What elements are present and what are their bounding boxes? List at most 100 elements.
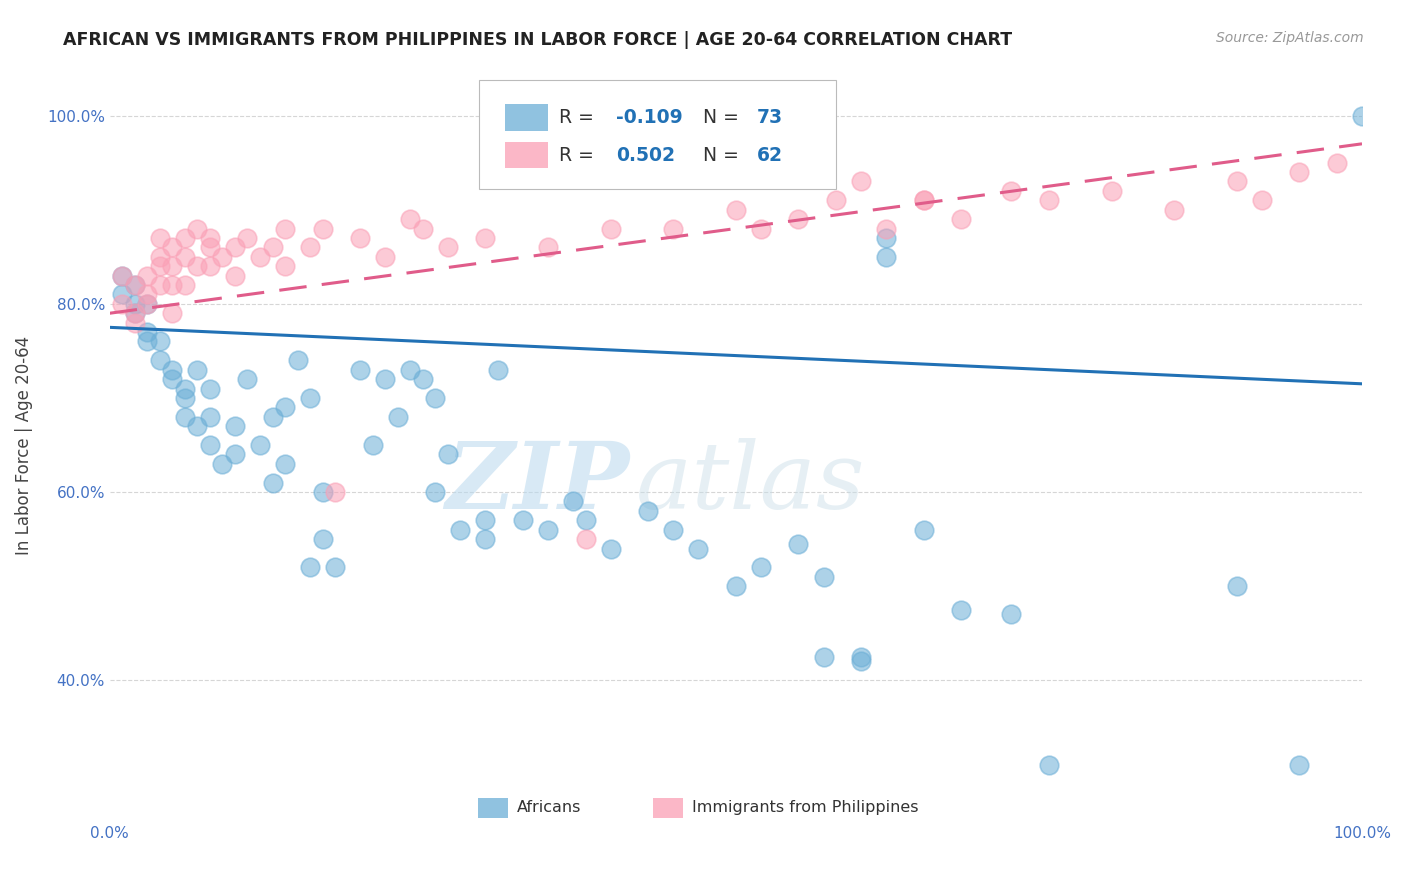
Text: AFRICAN VS IMMIGRANTS FROM PHILIPPINES IN LABOR FORCE | AGE 20-64 CORRELATION CH: AFRICAN VS IMMIGRANTS FROM PHILIPPINES I…	[63, 31, 1012, 49]
Point	[224, 419, 246, 434]
Point	[124, 306, 146, 320]
Point	[425, 485, 447, 500]
Point	[262, 240, 284, 254]
Point	[849, 174, 872, 188]
Point	[186, 221, 208, 235]
Point	[162, 372, 184, 386]
Point	[349, 231, 371, 245]
Point	[849, 649, 872, 664]
Point	[162, 277, 184, 292]
Point	[787, 212, 810, 227]
Point	[211, 457, 233, 471]
Point	[173, 277, 195, 292]
Text: N =: N =	[703, 108, 745, 127]
Point	[399, 362, 422, 376]
Point	[1288, 165, 1310, 179]
Point	[299, 240, 322, 254]
Point	[173, 382, 195, 396]
Point	[813, 649, 835, 664]
Point	[1326, 155, 1348, 169]
Point	[1351, 109, 1374, 123]
Point	[1163, 202, 1185, 217]
Point	[198, 409, 221, 424]
Point	[474, 231, 496, 245]
Point	[437, 240, 460, 254]
Point	[875, 231, 897, 245]
Point	[124, 277, 146, 292]
Point	[1038, 758, 1060, 772]
Point	[162, 240, 184, 254]
FancyBboxPatch shape	[479, 79, 837, 189]
Text: Immigrants from Philippines: Immigrants from Philippines	[692, 800, 918, 815]
Text: 0.502: 0.502	[616, 145, 675, 165]
FancyBboxPatch shape	[506, 142, 548, 169]
Point	[287, 353, 309, 368]
Point	[787, 537, 810, 551]
Point	[111, 297, 134, 311]
Text: R =: R =	[560, 108, 600, 127]
Point	[537, 240, 560, 254]
Point	[1226, 579, 1249, 593]
Point	[124, 306, 146, 320]
Point	[136, 268, 159, 283]
Point	[262, 475, 284, 490]
Point	[1101, 184, 1123, 198]
Point	[575, 532, 598, 546]
Point	[198, 231, 221, 245]
Point	[825, 194, 848, 208]
Point	[198, 259, 221, 273]
Point	[688, 541, 710, 556]
Point	[575, 513, 598, 527]
Point	[124, 316, 146, 330]
FancyBboxPatch shape	[506, 104, 548, 130]
Point	[512, 513, 534, 527]
Point	[198, 438, 221, 452]
Text: 62: 62	[758, 145, 783, 165]
Point	[1000, 184, 1022, 198]
Point	[198, 240, 221, 254]
Point	[249, 250, 271, 264]
Point	[224, 268, 246, 283]
Point	[162, 362, 184, 376]
Point	[425, 391, 447, 405]
Point	[111, 287, 134, 301]
Point	[474, 513, 496, 527]
Point	[1038, 194, 1060, 208]
Point	[149, 259, 172, 273]
Point	[912, 194, 935, 208]
Point	[136, 334, 159, 349]
Text: 73: 73	[758, 108, 783, 127]
Point	[224, 240, 246, 254]
Point	[361, 438, 384, 452]
Point	[323, 560, 346, 574]
Point	[1250, 194, 1272, 208]
Point	[162, 259, 184, 273]
Text: Source: ZipAtlas.com: Source: ZipAtlas.com	[1216, 31, 1364, 45]
Point	[437, 447, 460, 461]
Point	[537, 523, 560, 537]
Point	[124, 297, 146, 311]
Point	[124, 277, 146, 292]
Point	[724, 579, 747, 593]
Point	[136, 287, 159, 301]
Point	[912, 194, 935, 208]
Point	[599, 221, 621, 235]
Point	[186, 259, 208, 273]
Point	[662, 523, 685, 537]
Point	[599, 541, 621, 556]
Point	[274, 401, 297, 415]
Point	[311, 221, 333, 235]
Point	[249, 438, 271, 452]
Point	[173, 409, 195, 424]
Point	[662, 221, 685, 235]
Point	[149, 334, 172, 349]
Point	[724, 202, 747, 217]
Point	[323, 485, 346, 500]
Point	[813, 570, 835, 584]
Point	[349, 362, 371, 376]
Point	[412, 372, 434, 386]
FancyBboxPatch shape	[478, 798, 508, 818]
Text: Africans: Africans	[517, 800, 581, 815]
Point	[136, 297, 159, 311]
Point	[749, 560, 772, 574]
